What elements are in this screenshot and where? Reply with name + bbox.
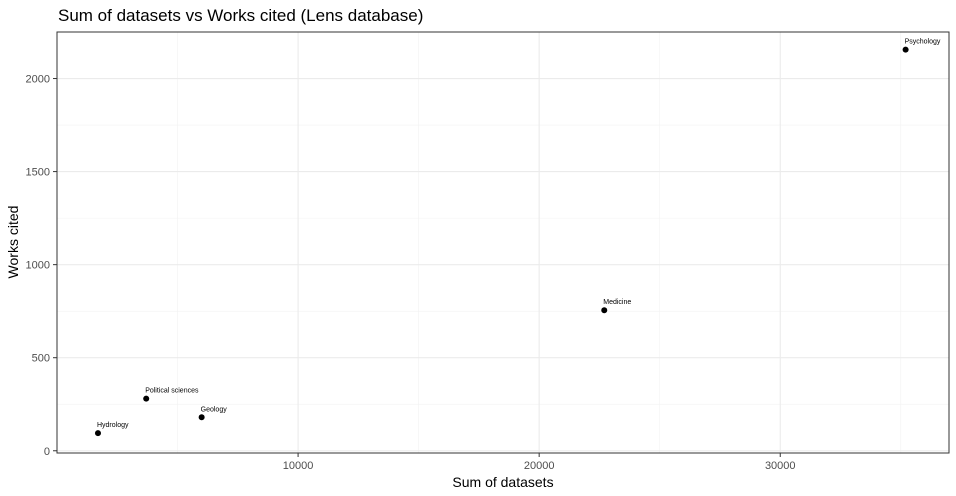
x-axis-ticks: 10000 20000 30000 [283, 453, 796, 472]
data-point-label: Geology [201, 406, 228, 413]
y-tick-label: 500 [32, 353, 50, 365]
y-tick-label: 1500 [26, 167, 50, 179]
x-tick-label: 10000 [283, 460, 314, 472]
y-tick-label: 1000 [26, 260, 50, 272]
data-points [94, 46, 909, 437]
minor-gridlines [57, 32, 949, 453]
data-point [143, 395, 150, 402]
plot-panel-border [56, 31, 950, 454]
y-tick-label: 2000 [26, 74, 50, 86]
data-point-label: Hydrology [97, 422, 129, 429]
major-gridlines [57, 32, 949, 453]
y-tick-label: 0 [44, 446, 50, 458]
x-tick-label: 20000 [524, 460, 555, 472]
data-point-label: Political sciences [145, 388, 199, 395]
data-point [902, 46, 909, 53]
data-point-labels: Hydrology Political sciences Geology Medici… [97, 39, 941, 429]
y-axis-title: Works cited [5, 206, 21, 279]
data-point-label: Psychology [905, 39, 941, 46]
data-point [198, 414, 205, 421]
data-point [601, 307, 608, 314]
x-axis-title: Sum of datasets [452, 474, 553, 490]
chart-title: Sum of datasets vs Works cited (Lens dat… [58, 6, 423, 25]
y-axis-ticks: 0 500 1000 1500 2000 [26, 74, 57, 458]
data-point-label: Medicine [603, 299, 631, 306]
data-point [94, 430, 101, 437]
x-tick-label: 30000 [765, 460, 796, 472]
